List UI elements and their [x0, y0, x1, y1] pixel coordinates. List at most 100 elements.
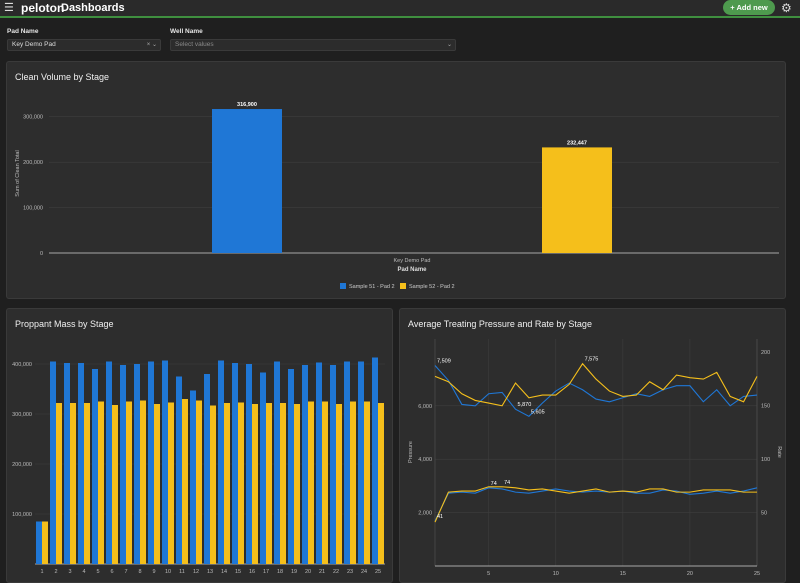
x-axis-label: Pad Name [397, 267, 427, 273]
x-tick-label: 15 [620, 571, 626, 577]
bar-2 [322, 401, 328, 564]
hamburger-icon[interactable]: ☰ [4, 2, 14, 14]
bar-1 [148, 361, 154, 564]
x-tick-label: 25 [754, 571, 760, 577]
x-tick-label: 10 [165, 569, 171, 575]
legend-label: Sample 51 - Pad 2 [349, 284, 395, 290]
y2-tick-label: 100 [761, 457, 770, 463]
y-tick-label: 2,000 [418, 511, 432, 517]
bar-2 [168, 402, 174, 564]
bar-1 [330, 365, 336, 564]
x-tick-label: 15 [235, 569, 241, 575]
bar-1 [120, 365, 126, 564]
x-tick-label: 24 [361, 569, 367, 575]
y-axis-label: Sum of Clean Total [15, 150, 21, 196]
bar-2 [542, 147, 612, 253]
x-tick-label: 5 [96, 569, 99, 575]
x-tick-label: 23 [347, 569, 353, 575]
bar-2 [98, 401, 104, 564]
bar-2 [294, 404, 300, 564]
logo[interactable]: peloton [21, 1, 65, 15]
bar-1 [372, 357, 378, 564]
bar-2 [182, 399, 188, 564]
top-bar: ☰ peloton Dashboards + Add new ⚙ [0, 0, 800, 18]
well-name-placeholder: Select values [175, 41, 214, 48]
bar-2 [70, 403, 76, 564]
bar-2 [196, 400, 202, 564]
clean-volume-chart: 0 100,000 200,000 300,000 Sum of Clean Total… [15, 102, 779, 290]
bar-2 [266, 403, 272, 564]
bar-2 [364, 401, 370, 564]
clear-icon[interactable]: × [146, 42, 151, 48]
legend-swatch [400, 283, 406, 289]
chevron-down-icon[interactable]: ⌄ [446, 42, 452, 48]
y-tick-label: 100,000 [12, 512, 32, 518]
data-label: 232,447 [567, 140, 587, 146]
legend-label: Sample 52 - Pad 2 [409, 284, 455, 290]
data-label: 7,575 [585, 357, 599, 363]
bar-2 [378, 403, 384, 564]
data-label: 74 [504, 480, 510, 486]
y-tick-label: 100,000 [23, 206, 43, 212]
bar-1 [260, 372, 266, 564]
bar-1 [190, 390, 196, 564]
bar-2 [350, 401, 356, 564]
y2-axis-label: Rate [776, 446, 782, 458]
bar-2 [140, 400, 146, 564]
x-tick-label: 2 [54, 569, 57, 575]
bar-1 [344, 361, 350, 564]
bar-2 [126, 401, 132, 564]
bar-2 [42, 521, 48, 564]
y2-tick-label: 200 [761, 350, 770, 356]
legend-swatch [340, 283, 346, 289]
pad-name-select[interactable]: Key Demo Pad × ⌄ [7, 39, 161, 51]
y-tick-label: 0 [40, 251, 43, 257]
x-tick-label: 20 [687, 571, 693, 577]
proppant-mass-title: Proppant Mass by Stage [15, 319, 114, 329]
bar-1 [106, 361, 112, 564]
y-tick-label: 200,000 [23, 160, 43, 166]
x-tick-label: 18 [277, 569, 283, 575]
x-tick-label: 7 [124, 569, 127, 575]
x-tick-label: 5 [487, 571, 490, 577]
x-tick-label: Key Demo Pad [394, 258, 431, 264]
data-label: 41 [437, 514, 443, 520]
bar-1 [288, 369, 294, 564]
add-new-button[interactable]: + Add new [723, 0, 775, 15]
y-tick-label: 300,000 [23, 115, 43, 121]
well-name-select[interactable]: Select values ⌄ [170, 39, 456, 51]
bar-2 [238, 402, 244, 564]
y-tick-label: 6,000 [418, 404, 432, 410]
chevron-down-icon[interactable]: ⌄ [151, 42, 157, 48]
bar-1 [64, 363, 70, 564]
bar-2 [280, 403, 286, 564]
page-title: Dashboards [61, 2, 125, 14]
x-tick-label: 25 [375, 569, 381, 575]
series-line-3 [434, 487, 758, 522]
x-tick-label: 21 [319, 569, 325, 575]
bar-1 [212, 109, 282, 253]
bar-1 [176, 376, 182, 564]
well-name-label: Well Name [170, 28, 203, 35]
bar-1 [302, 365, 308, 564]
y-tick-label: 400,000 [12, 362, 32, 368]
series-line-2 [434, 362, 758, 407]
x-tick-label: 14 [221, 569, 227, 575]
clean-volume-panel: Clean Volume by Stage 0 100,000 200,000 300… [6, 61, 786, 299]
data-label: 7,509 [437, 358, 451, 364]
bar-1 [50, 361, 56, 564]
bar-1 [232, 363, 238, 564]
gear-icon[interactable]: ⚙ [781, 1, 792, 15]
data-label: 74 [491, 481, 497, 487]
x-tick-label: 1 [40, 569, 43, 575]
bar-1 [218, 360, 224, 564]
bar-1 [162, 360, 168, 564]
y2-tick-label: 150 [761, 403, 770, 409]
bar-2 [224, 403, 230, 564]
x-tick-label: 10 [553, 571, 559, 577]
bar-1 [134, 364, 140, 564]
bar-1 [204, 374, 210, 564]
bar-2 [210, 405, 216, 564]
bar-1 [274, 361, 280, 564]
y-tick-label: 200,000 [12, 462, 32, 468]
